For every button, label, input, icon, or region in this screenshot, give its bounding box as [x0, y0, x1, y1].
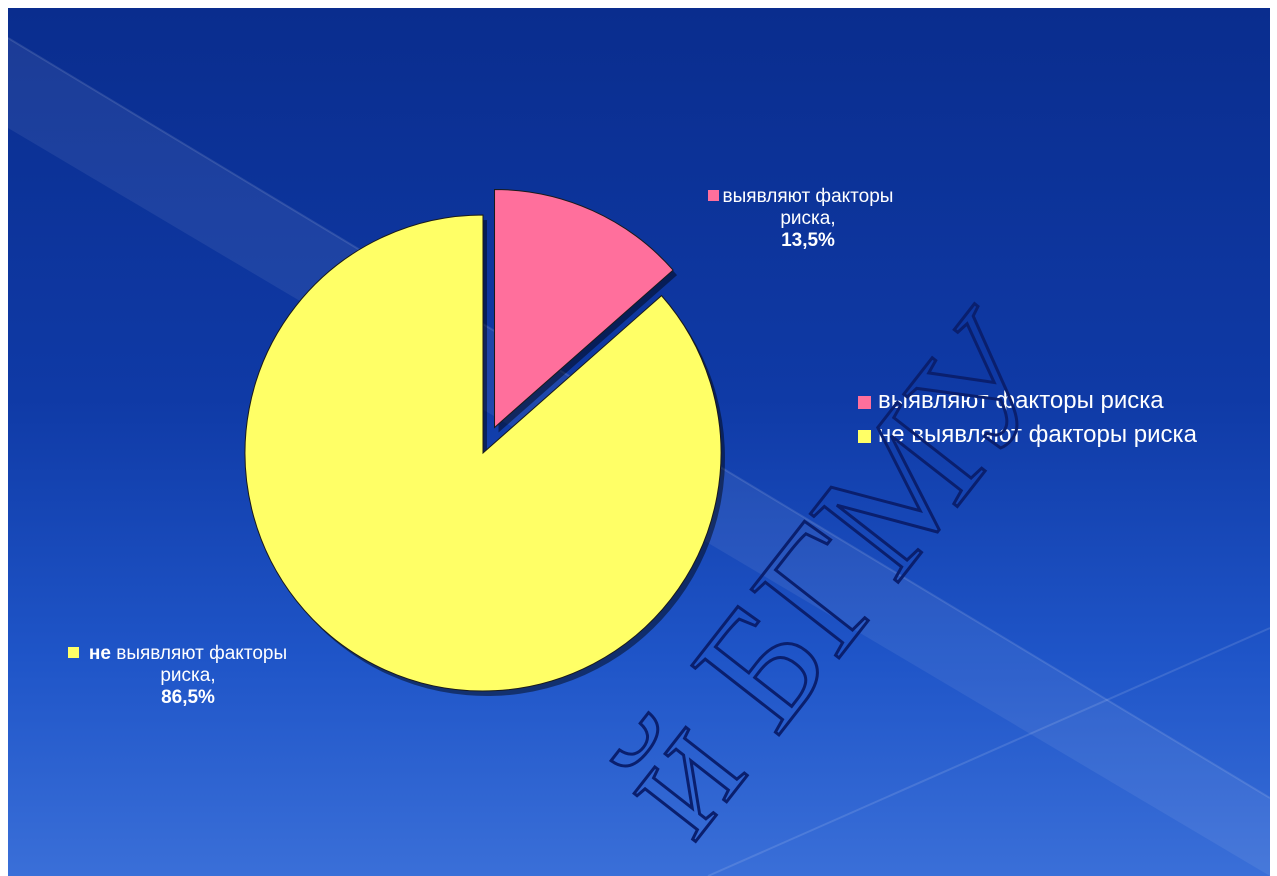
legend-item-no-risk: не выявляют факторы риска: [856, 420, 1226, 450]
pie-slice-no-risk: [244, 214, 722, 692]
data-label-value: 13,5%: [781, 230, 835, 251]
data-label-text: выявляют факторы риска,: [116, 643, 288, 686]
data-label-marker: [68, 647, 79, 658]
chart-slide: выявляют факторы риска, 13,5% не выявляю…: [8, 8, 1270, 876]
legend-swatch: [858, 430, 871, 443]
pie-slice-risk: [494, 188, 674, 429]
data-label-value: 86,5%: [161, 687, 215, 708]
data-label-text: выявляют факторы риска,: [722, 186, 894, 229]
legend-label: выявляют факторы риска: [878, 387, 1164, 414]
legend-item-risk: выявляют факторы риска: [856, 386, 1226, 416]
legend-swatch: [858, 396, 871, 409]
data-label-risk: выявляют факторы риска, 13,5%: [708, 186, 908, 252]
data-label-prefix: не: [88, 643, 111, 664]
data-label-no-risk: не выявляют факторы риска, 86,5%: [68, 643, 308, 709]
legend-label: не выявляют факторы риска: [878, 421, 1197, 448]
pie-chart: [244, 188, 725, 697]
chart-legend: выявляют факторы риска не выявляют факто…: [856, 386, 1226, 454]
data-label-marker: [708, 190, 719, 201]
diagonal-line: [707, 627, 1270, 876]
